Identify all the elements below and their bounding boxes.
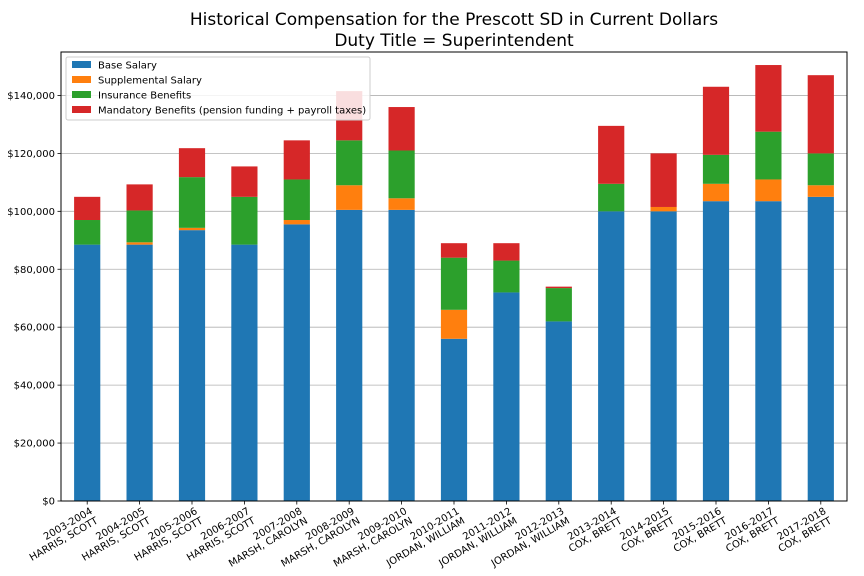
bar-insurance-benefits xyxy=(702,154,730,184)
bar-mandatory-benefits-pension-funding-payroll-taxes xyxy=(702,86,730,155)
y-tick-label: $120,000 xyxy=(7,149,55,160)
bar-base-salary xyxy=(388,209,415,501)
bar-insurance-benefits xyxy=(74,220,101,245)
legend-label: Base Salary xyxy=(98,61,157,72)
y-tick-label: $140,000 xyxy=(7,91,55,102)
bar-supplemental-salary xyxy=(388,198,415,210)
bar-base-salary xyxy=(231,244,258,501)
bar-insurance-benefits xyxy=(336,140,363,186)
bar-base-salary xyxy=(336,209,363,501)
bar-insurance-benefits xyxy=(755,131,782,180)
legend: Base Salary Supplemental Salary Insurance … xyxy=(65,56,371,121)
bar-mandatory-benefits-pension-funding-payroll-taxes xyxy=(598,125,625,184)
bar-supplemental-salary xyxy=(702,183,730,202)
bar-mandatory-benefits-pension-funding-payroll-taxes xyxy=(807,75,834,154)
legend-label: Mandatory Benefits (pension funding + pa… xyxy=(98,106,366,117)
bar-supplemental-salary xyxy=(807,185,834,197)
bar-mandatory-benefits-pension-funding-payroll-taxes xyxy=(388,107,415,151)
bar-mandatory-benefits-pension-funding-payroll-taxes xyxy=(440,243,468,258)
bar-supplemental-salary xyxy=(755,179,782,202)
y-tick-label: $40,000 xyxy=(14,381,55,392)
bar-insurance-benefits xyxy=(807,153,834,186)
bar-supplemental-salary xyxy=(440,309,468,339)
bar-base-salary xyxy=(807,196,834,501)
bar-mandatory-benefits-pension-funding-payroll-taxes xyxy=(126,184,153,211)
legend-box xyxy=(65,56,371,121)
legend-swatch xyxy=(72,61,91,68)
y-tick-label: $20,000 xyxy=(14,439,55,450)
bar-insurance-benefits xyxy=(388,150,415,199)
bar-mandatory-benefits-pension-funding-payroll-taxes xyxy=(74,196,101,221)
bar-supplemental-salary xyxy=(283,220,310,225)
y-tick-label: $100,000 xyxy=(7,207,55,218)
bar-base-salary xyxy=(702,201,730,501)
bar-mandatory-benefits-pension-funding-payroll-taxes xyxy=(650,153,677,207)
bar-base-salary xyxy=(493,292,520,501)
legend-label: Supplemental Salary xyxy=(98,76,202,87)
bar-base-salary xyxy=(74,244,101,501)
bar-mandatory-benefits-pension-funding-payroll-taxes xyxy=(178,148,206,178)
bar-insurance-benefits xyxy=(231,196,258,245)
bar-base-salary xyxy=(440,338,468,501)
bar-base-salary xyxy=(650,211,677,502)
bar-insurance-benefits xyxy=(545,288,572,322)
bar-supplemental-salary xyxy=(126,242,153,245)
legend-swatch xyxy=(72,76,91,83)
bar-mandatory-benefits-pension-funding-payroll-taxes xyxy=(755,65,782,132)
legend-label: Insurance Benefits xyxy=(98,91,191,102)
bar-insurance-benefits xyxy=(178,177,206,228)
bar-base-salary xyxy=(126,244,153,501)
bar-mandatory-benefits-pension-funding-payroll-taxes xyxy=(493,243,520,261)
chart-title: Historical Compensation for the Prescott… xyxy=(190,10,718,30)
bar-insurance-benefits xyxy=(598,183,625,212)
bar-supplemental-salary xyxy=(650,206,677,212)
bar-supplemental-salary xyxy=(178,227,206,231)
bar-base-salary xyxy=(598,211,625,502)
bar-mandatory-benefits-pension-funding-payroll-taxes xyxy=(545,286,572,289)
y-tick-label: $80,000 xyxy=(14,265,55,276)
bar-insurance-benefits xyxy=(493,260,520,293)
y-axis: $0 $20,000 $40,000 $60,000 $80,000 $100,000 $1… xyxy=(7,91,61,508)
bar-mandatory-benefits-pension-funding-payroll-taxes xyxy=(231,166,258,197)
bars xyxy=(74,65,834,502)
bar-base-salary xyxy=(283,224,310,501)
bar-insurance-benefits xyxy=(440,257,468,310)
bar-mandatory-benefits-pension-funding-payroll-taxes xyxy=(283,140,310,180)
bar-supplemental-salary xyxy=(336,185,363,210)
legend-swatch xyxy=(72,91,91,98)
legend-swatch xyxy=(72,106,91,113)
bar-base-salary xyxy=(178,230,206,501)
bar-insurance-benefits xyxy=(126,210,153,243)
y-tick-label: $60,000 xyxy=(14,323,55,334)
bar-base-salary xyxy=(545,321,572,501)
bar-insurance-benefits xyxy=(283,179,310,221)
y-tick-label: $0 xyxy=(42,497,55,508)
chart-subtitle: Duty Title = Superintendent xyxy=(334,31,574,51)
bar-base-salary xyxy=(755,201,782,501)
